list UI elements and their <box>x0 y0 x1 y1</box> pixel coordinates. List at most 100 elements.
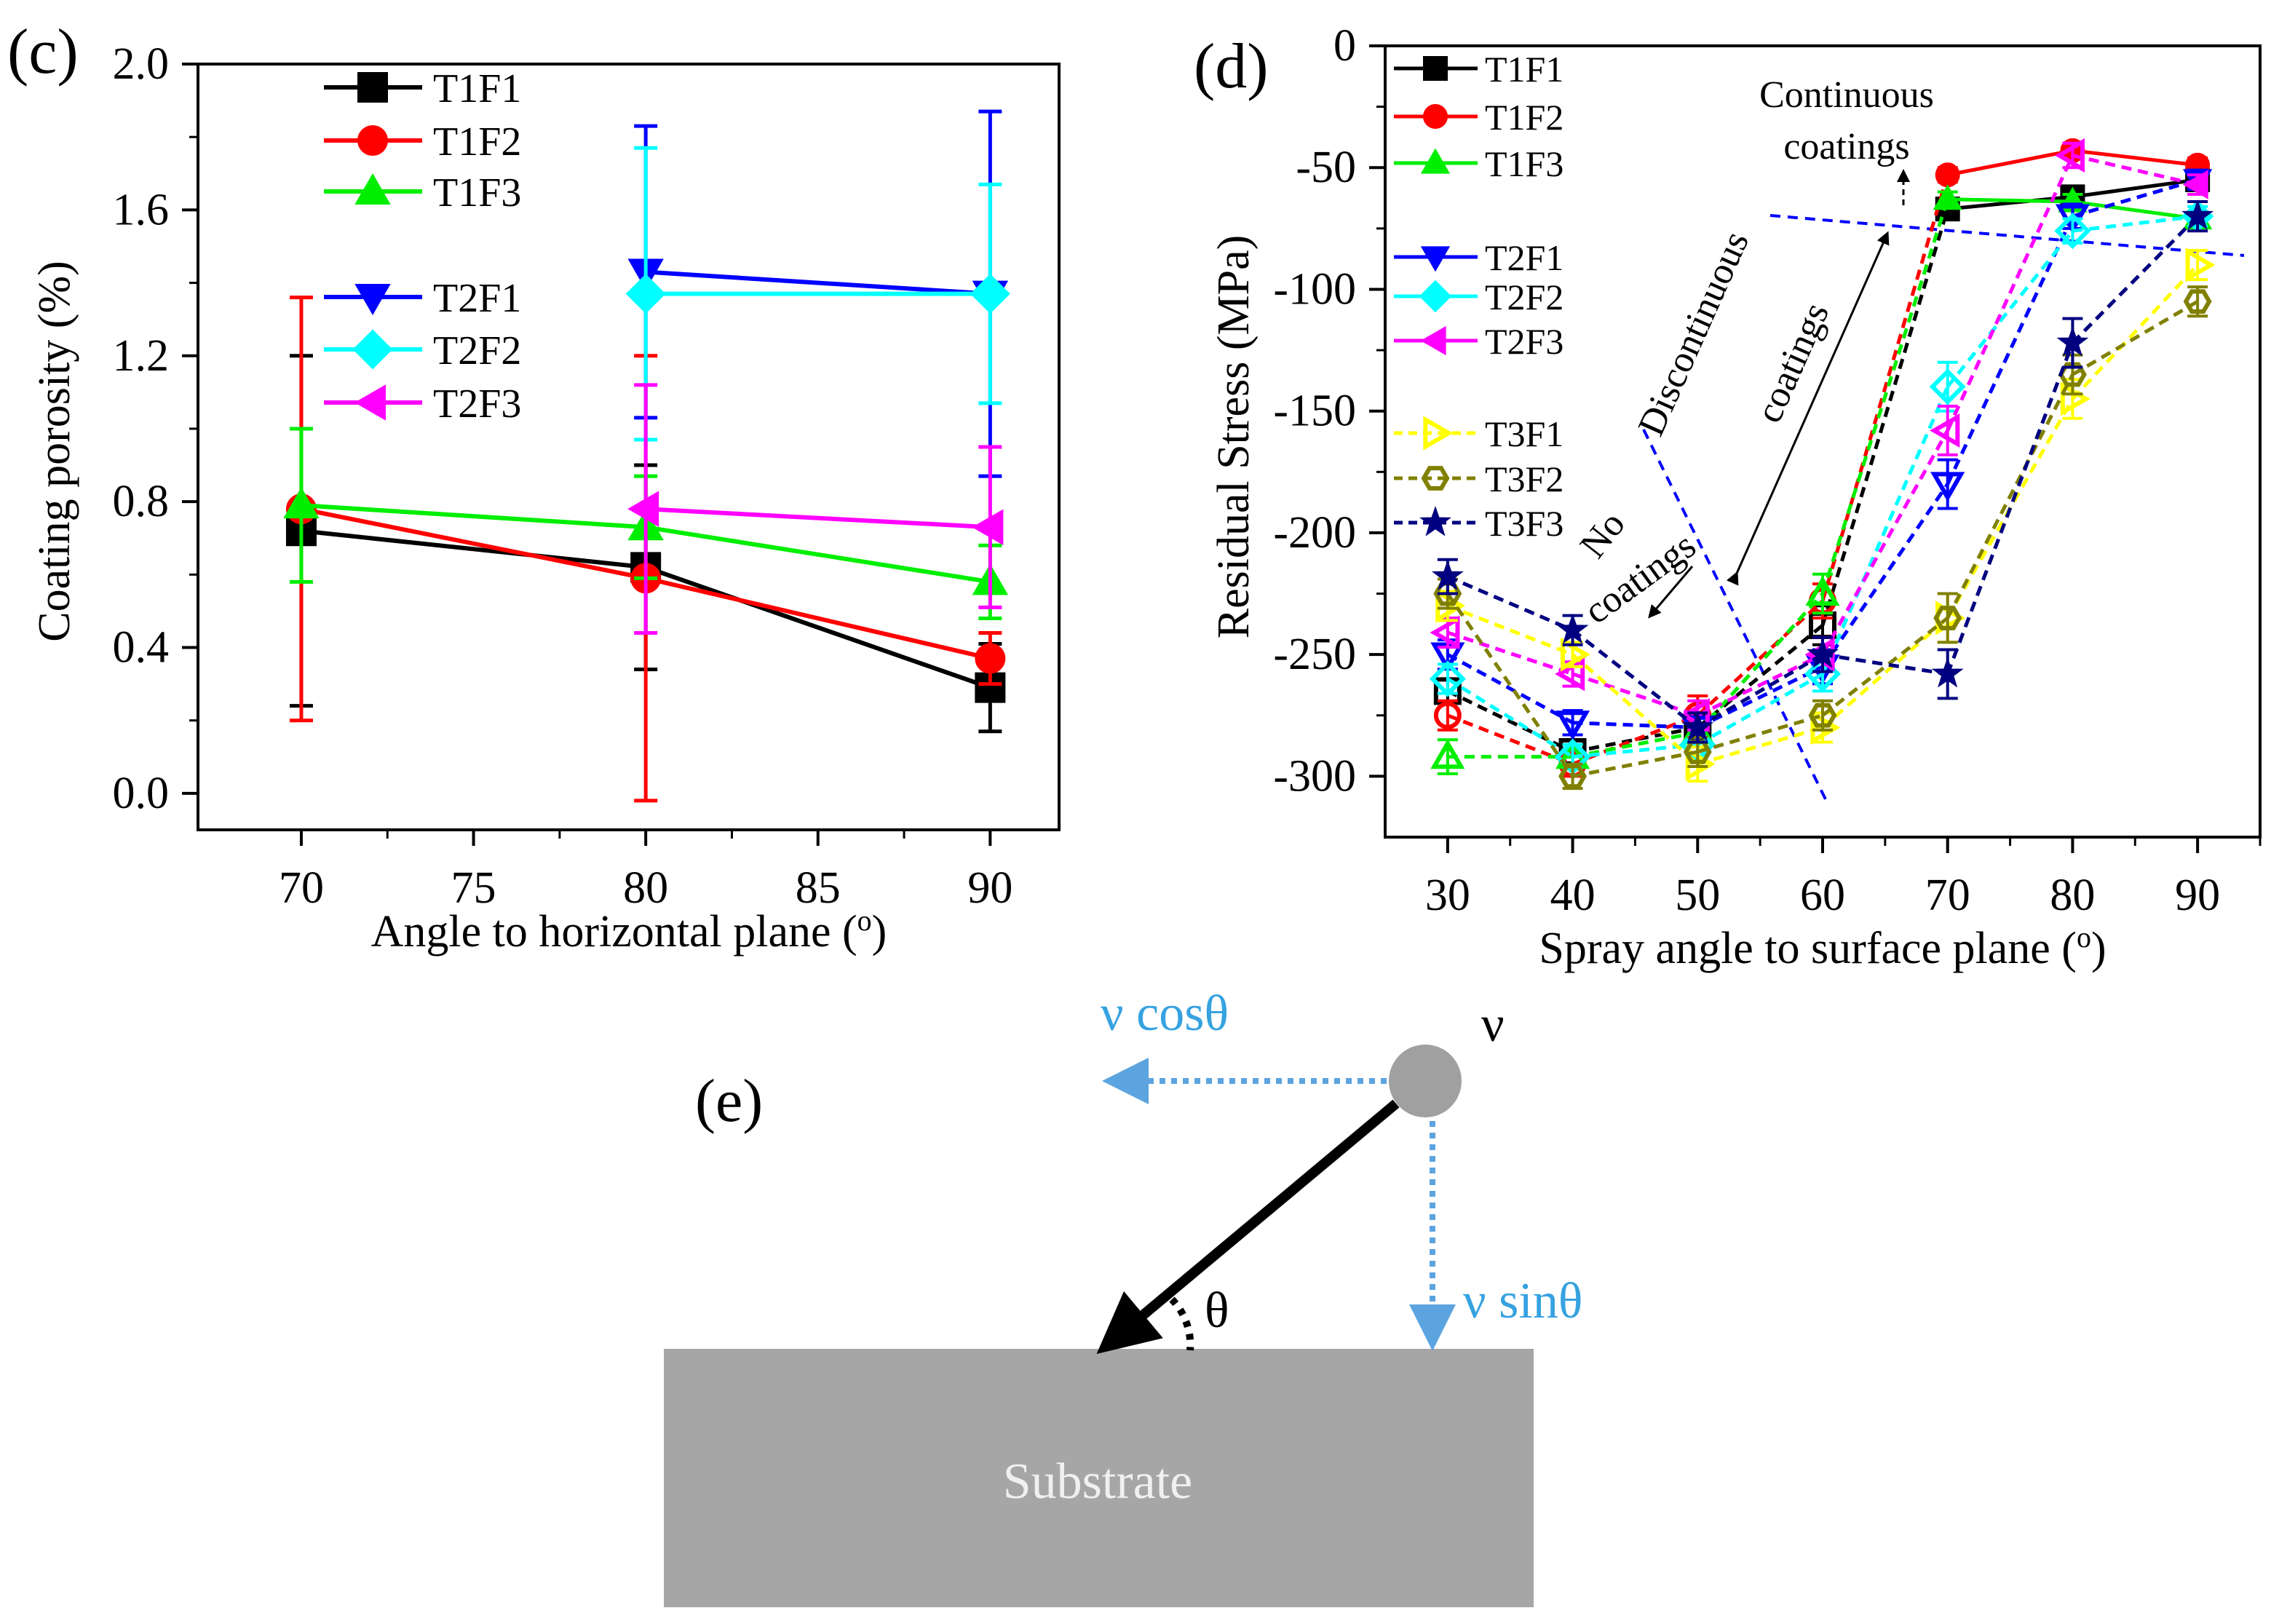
stress-y-axis-label: Residual Stress (MPa) <box>1209 235 1259 639</box>
stress-series-segment-T3F1 <box>1821 617 1949 729</box>
porosity-legend-label: T1F1 <box>433 66 521 111</box>
stress-series-segment-T2F1 <box>2072 178 2198 218</box>
particle <box>1389 1045 1462 1117</box>
porosity-legend-marker <box>354 173 391 205</box>
velocity-diagram: (e) Substrate ν ν cosθ ν sinθ θ <box>664 986 1582 1607</box>
sin-component-label: ν sinθ <box>1463 1273 1582 1329</box>
porosity-legend-label: T1F3 <box>433 170 521 215</box>
stress-x-tick-label: 60 <box>1800 871 1845 920</box>
stress-point-T3F2 <box>1808 702 1837 728</box>
stress-point-T3F2 <box>1558 764 1588 789</box>
panel-c-label: (c) <box>7 17 79 87</box>
continuous-label: coatings <box>1783 126 1909 167</box>
porosity-legend-marker <box>357 72 388 103</box>
stress-series-segment-T2F3 <box>1571 672 1699 718</box>
stress-series-segment-T3F2 <box>1697 713 1823 754</box>
stress-series-segment-T1F1 <box>2072 178 2198 199</box>
porosity-point-T1F2 <box>975 643 1006 674</box>
stress-legend-marker <box>1420 148 1451 174</box>
stress-legend-label: T2F1 <box>1485 237 1563 278</box>
stress-x-tick-label: 90 <box>2175 871 2220 920</box>
stress-point-T2F3 <box>1430 615 1460 650</box>
stress-point-T2F2 <box>2054 213 2091 250</box>
stress-x-tick-label: 50 <box>1675 871 1720 920</box>
stress-legend-marker <box>1423 104 1448 129</box>
porosity-x-axis-label: Angle to horizontal plane (o) <box>371 904 887 957</box>
porosity-legend-label: T2F1 <box>433 276 521 321</box>
stress-series-segment-T1F2 <box>1696 599 1824 717</box>
discontinuous-label: coatings <box>1748 297 1838 429</box>
stress-series-segment-T1F3 <box>1696 592 1824 734</box>
porosity-point-T2F2 <box>970 274 1010 314</box>
porosity-y-tick-label: 0.4 <box>113 623 170 673</box>
stress-series-segment-T3F3 <box>1571 628 1699 729</box>
stress-point-T1F3 <box>1430 739 1465 769</box>
stress-y-tick-label: 0 <box>1333 21 1356 71</box>
stress-legend-marker <box>1420 325 1446 356</box>
stress-legend-label: T3F3 <box>1485 503 1563 544</box>
stress-legend-marker <box>1419 280 1452 313</box>
stress-point-T2F3 <box>1930 413 1960 448</box>
stress-point-T3F1 <box>1560 637 1590 672</box>
substrate-block <box>664 1349 1534 1607</box>
stress-point-T3F3 <box>1556 613 1589 644</box>
stress-y-tick-label: -150 <box>1273 387 1356 436</box>
angle-arc <box>1169 1296 1194 1351</box>
stress-series-segment-T3F2 <box>1946 373 2074 619</box>
stress-series-segment-T3F2 <box>1446 593 1574 777</box>
stress-series-segment-T2F3 <box>1447 630 1574 676</box>
stress-x-tick-label: 80 <box>2050 871 2095 920</box>
no-coating-arrow <box>1648 566 1694 619</box>
stress-point-T2F2 <box>1929 368 1966 405</box>
discontinuous-boundary-line <box>1642 429 1828 803</box>
porosity-plot-frame <box>197 63 1061 831</box>
stress-series-segment-T1F1 <box>1696 624 1824 729</box>
stress-series-segment-T3F3 <box>1697 652 1824 729</box>
stress-series-segment-T1F2 <box>1446 713 1574 766</box>
porosity-x-tick-label: 85 <box>796 863 841 913</box>
stress-series-segment-T1F1 <box>1446 689 1574 754</box>
no-coating-label: No <box>1572 504 1633 566</box>
stress-series-segment-T1F3 <box>2072 199 2198 221</box>
porosity-x-tick-label: 75 <box>451 863 496 913</box>
stress-series-segment-T1F2 <box>1947 148 2073 177</box>
stress-x-tick-label: 30 <box>1425 871 1470 920</box>
porosity-legend-label: T2F2 <box>433 328 521 373</box>
stress-series-segment-T2F2 <box>1446 677 1574 758</box>
stress-point-T3F2 <box>2183 289 2212 314</box>
stress-point-T3F3 <box>2181 199 2214 230</box>
stress-series-segment-T1F2 <box>2072 148 2198 167</box>
porosity-x-tick-label: 80 <box>623 863 668 913</box>
stress-point-T3F1 <box>1685 747 1716 782</box>
stress-y-tick-label: -100 <box>1273 264 1356 314</box>
porosity-legend-marker <box>357 125 388 156</box>
substrate-label: Substrate <box>1003 1454 1193 1510</box>
porosity-point-T2F3 <box>972 509 1004 545</box>
stress-series-segment-T1F3 <box>1572 730 1698 759</box>
stress-series-segment-T3F1 <box>1697 726 1823 767</box>
stress-point-T3F3 <box>1807 638 1839 668</box>
panel-d-label: (d) <box>1194 31 1269 102</box>
stress-point-T1F2 <box>1935 162 1960 188</box>
porosity-y-tick-label: 2.0 <box>113 39 170 89</box>
porosity-y-tick-label: 1.2 <box>113 331 170 381</box>
porosity-series-line-T2F3 <box>646 507 991 530</box>
stress-y-tick-label: -200 <box>1273 508 1356 558</box>
stress-series-segment-T3F3 <box>1446 574 1574 633</box>
stress-series-segment-T2F2 <box>2072 214 2198 233</box>
stress-point-T1F2 <box>1433 701 1462 729</box>
stress-series-segment-T3F2 <box>1821 617 1949 717</box>
stress-point-T3F1 <box>2060 381 2090 416</box>
stress-point-T1F3 <box>1805 576 1840 606</box>
cos-component-label: ν cosθ <box>1101 986 1229 1042</box>
stress-point-T3F1 <box>2185 247 2216 282</box>
stress-point-T2F1 <box>1930 472 1965 502</box>
stress-point-T3F2 <box>1933 606 1962 630</box>
porosity-legend-label: T1F2 <box>433 119 521 165</box>
stress-series-segment-T3F1 <box>1571 653 1699 766</box>
stress-legend-marker <box>1421 466 1450 491</box>
stress-series-segment-T2F2 <box>1946 229 2074 388</box>
continuous-label: Continuous <box>1759 74 1934 116</box>
stress-series-segment-T2F1 <box>1820 483 1949 668</box>
